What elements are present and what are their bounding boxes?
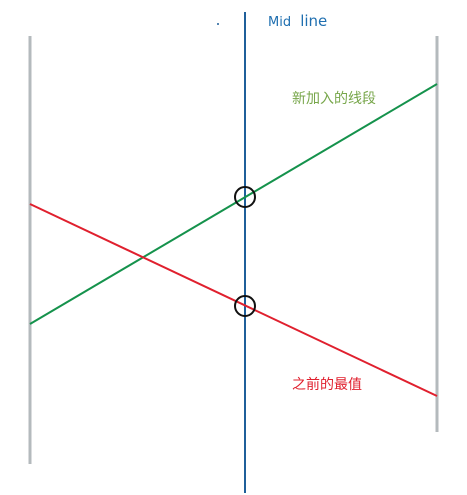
new-segment-intersection-marker bbox=[234, 186, 256, 208]
mid-line-label-suffix: line bbox=[300, 12, 327, 30]
previous-max-label: 之前的最值 bbox=[292, 376, 362, 393]
mid-line-label: Mid line bbox=[268, 11, 327, 30]
new-segment-label: 新加入的线段 bbox=[292, 91, 376, 107]
mid-line-label-prefix: Mid bbox=[268, 15, 291, 30]
stray-dot bbox=[217, 23, 219, 25]
previous-max-intersection-marker bbox=[234, 295, 256, 317]
new-segment-line bbox=[29, 83, 438, 325]
previous-max-line bbox=[29, 203, 438, 397]
